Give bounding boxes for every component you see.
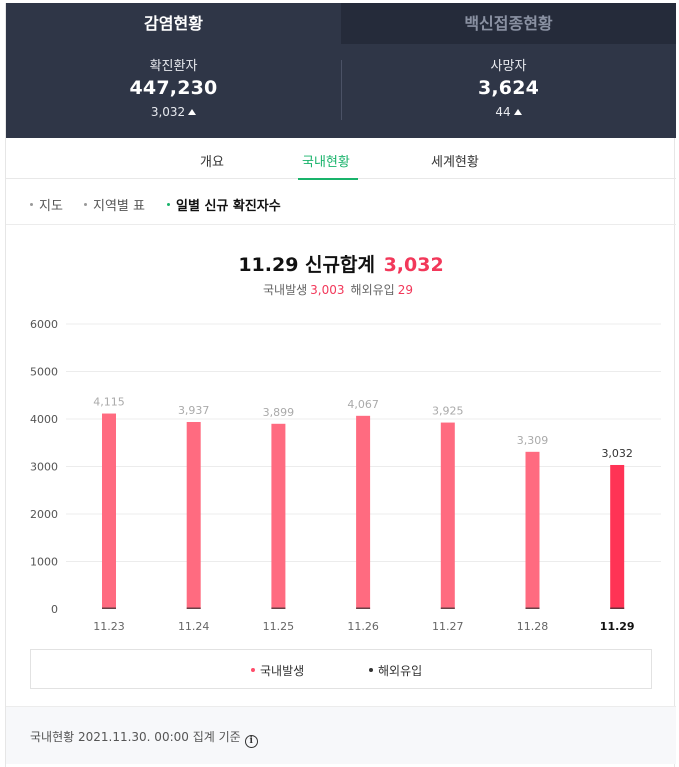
chip-map-label: 지도 (39, 199, 63, 214)
stat-confirmed-label: 확진환자 (149, 59, 198, 74)
bar-domestic (525, 451, 540, 609)
summary-domestic-label: 국내발생 (263, 283, 308, 297)
tab-domestic[interactable]: 국내현황 (302, 155, 350, 170)
y-tick-label: 5000 (30, 366, 58, 379)
arrow-up-icon (188, 109, 197, 115)
bar-overseas (186, 607, 201, 609)
summary-overseas-value: 29 (397, 283, 413, 297)
sub-tabs: 개요 국내현황 세계현황 (6, 138, 676, 179)
bullet-icon (30, 203, 33, 206)
stat-divider (341, 60, 342, 120)
chip-region-table-label: 지역별 표 (93, 199, 145, 214)
bar-value-label: 3,032 (601, 447, 633, 460)
legend-overseas[interactable]: 해외유입 (369, 662, 422, 679)
bar-domestic (271, 423, 286, 609)
arrow-up-icon (513, 109, 522, 115)
chip-daily-new-cases[interactable]: 일별 신규 확진자수 (167, 195, 281, 214)
summary-overseas-label: 해외유입 (350, 283, 395, 297)
stat-deaths-delta-value: 44 (495, 105, 511, 119)
bar-overseas (356, 607, 371, 609)
summary-domestic-value: 3,003 (310, 283, 345, 297)
stat-deaths-delta: 44 (341, 105, 676, 119)
stat-confirmed-delta-value: 3,032 (150, 105, 186, 119)
bar-value-label: 3,899 (263, 406, 295, 419)
info-icon[interactable]: i (244, 735, 258, 748)
bar-value-label: 3,925 (432, 405, 464, 418)
footer-text: 국내현황 2021.11.30. 00:00 집계 기준 i (30, 728, 258, 748)
stat-confirmed-value: 447,230 (129, 77, 218, 99)
chip-daily-new-cases-label: 일별 신규 확진자수 (176, 199, 281, 214)
legend-dot-icon (251, 668, 255, 672)
legend-dot-icon (369, 668, 373, 672)
x-tick-label: 11.29 (600, 620, 635, 633)
stat-deaths-value: 3,624 (477, 77, 540, 99)
y-tick-label: 0 (51, 603, 58, 616)
tab-world[interactable]: 세계현황 (431, 155, 479, 170)
tab-vaccination-status[interactable]: 백신접종현황 (341, 3, 676, 44)
legend-domestic-label: 국내발생 (260, 664, 305, 678)
x-tick-label: 11.24 (178, 620, 210, 633)
summary-title-text: 11.29 신규합계 (238, 254, 375, 276)
bar-value-label: 4,115 (93, 396, 125, 409)
tab-infection-status[interactable]: 감염현황 (6, 3, 341, 44)
footer: 국내현황 2021.11.30. 00:00 집계 기준 i (6, 706, 676, 764)
x-tick-label: 11.26 (347, 620, 379, 633)
stat-confirmed-delta: 3,032 (6, 105, 341, 119)
bar-domestic (102, 413, 116, 609)
x-tick-label: 11.23 (93, 620, 125, 633)
chart-legend: 국내발생 해외유입 (30, 649, 652, 689)
chip-region-table[interactable]: 지역별 표 (84, 195, 145, 214)
stat-confirmed: 확진환자 447,230 3,032 (6, 55, 341, 119)
bar-overseas (610, 607, 625, 609)
footer-timestamp: 국내현황 2021.11.30. 00:00 집계 기준 (30, 730, 241, 744)
y-tick-label: 4000 (30, 413, 58, 426)
y-tick-label: 2000 (30, 508, 58, 521)
bar-overseas (440, 607, 455, 609)
bar-overseas (271, 607, 286, 609)
x-tick-label: 11.27 (432, 620, 464, 633)
covid-status-widget: 감염현황 백신접종현황 확진환자 447,230 3,032 사망자 3,624… (5, 3, 676, 767)
legend-domestic[interactable]: 국내발생 (251, 662, 304, 679)
y-tick-label: 1000 (30, 556, 58, 569)
bar-domestic (356, 415, 371, 609)
status-header: 감염현황 백신접종현황 확진환자 447,230 3,032 사망자 3,624… (6, 3, 676, 138)
summary-total: 3,032 (383, 254, 444, 276)
stat-deaths: 사망자 3,624 44 (341, 55, 676, 119)
bar-value-label: 4,067 (347, 398, 379, 411)
bar-overseas (102, 607, 116, 609)
bar-domestic (186, 421, 201, 609)
summary-title: 11.29 신규합계 3,032 (6, 250, 676, 277)
chip-map[interactable]: 지도 (30, 195, 63, 214)
daily-cases-chart: 0 1000 2000 3000 4000 5000 6000 4,115 11.23 3,937… (30, 318, 661, 633)
view-chips: 지도 지역별 표 일별 신규 확진자수 (6, 180, 676, 225)
bar-domestic (440, 422, 455, 609)
active-tab-indicator (298, 178, 358, 180)
bar-overseas (525, 607, 540, 609)
y-tick-label: 3000 (30, 461, 58, 474)
summary-breakdown: 국내발생 3,003 해외유입 29 (6, 281, 676, 298)
y-tick-label: 6000 (30, 318, 58, 331)
bullet-icon (84, 203, 87, 206)
bullet-icon (167, 203, 170, 206)
bar-domestic (610, 464, 625, 609)
stat-deaths-label: 사망자 (490, 59, 527, 74)
x-tick-label: 11.25 (263, 620, 295, 633)
tab-overview[interactable]: 개요 (200, 155, 224, 170)
legend-overseas-label: 해외유입 (378, 664, 423, 678)
bar-value-label: 3,309 (517, 434, 549, 447)
bar-value-label: 3,937 (178, 404, 210, 417)
x-tick-label: 11.28 (517, 620, 549, 633)
